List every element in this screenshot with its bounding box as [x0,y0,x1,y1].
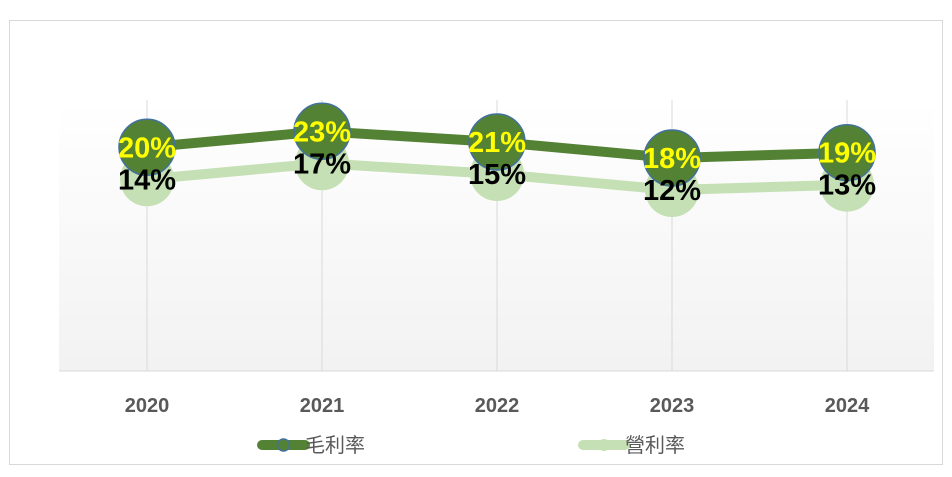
x-tick-label-2024: 2024 [825,395,870,417]
x-tick-label-2022: 2022 [475,395,520,417]
x-tick-label-2023: 2023 [650,395,695,417]
series-markers [118,102,876,217]
data-label-gross-margin-2024: 19% [818,138,876,170]
legend-marker-gross-margin [276,438,291,452]
data-label-operating-margin-2023: 12% [643,175,701,207]
x-tick-label-2021: 2021 [300,395,345,417]
data-label-gross-margin-2022: 21% [468,127,526,159]
data-label-gross-margin-2020: 20% [118,132,176,164]
data-labels: 14% 17% 15% 12% 13% 20% 23% 21% 18% 19% [118,116,876,207]
marker-gross-margin-2024 [818,123,876,182]
data-label-gross-margin-2023: 18% [643,143,701,175]
legend-label-gross-margin: 毛利率 [305,434,365,457]
marker-gross-margin-2020 [118,118,176,177]
marker-gross-margin-2023 [643,129,701,187]
data-label-operating-margin-2021: 17% [293,148,351,180]
legend-marker-operating-margin [598,439,610,451]
x-axis-ticks: 2020 2021 2022 2023 2024 [125,395,870,417]
data-label-operating-margin-2024: 13% [818,170,876,202]
x-tick-label-2020: 2020 [125,395,170,417]
data-label-operating-margin-2020: 14% [118,164,176,196]
data-label-gross-margin-2021: 23% [293,116,351,148]
marker-gross-margin-2021 [293,102,351,161]
legend: 毛利率 營利率 [257,434,685,457]
marker-gross-margin-2022 [468,113,526,171]
data-label-operating-margin-2022: 15% [468,159,526,191]
legend-label-operating-margin: 營利率 [625,434,685,457]
